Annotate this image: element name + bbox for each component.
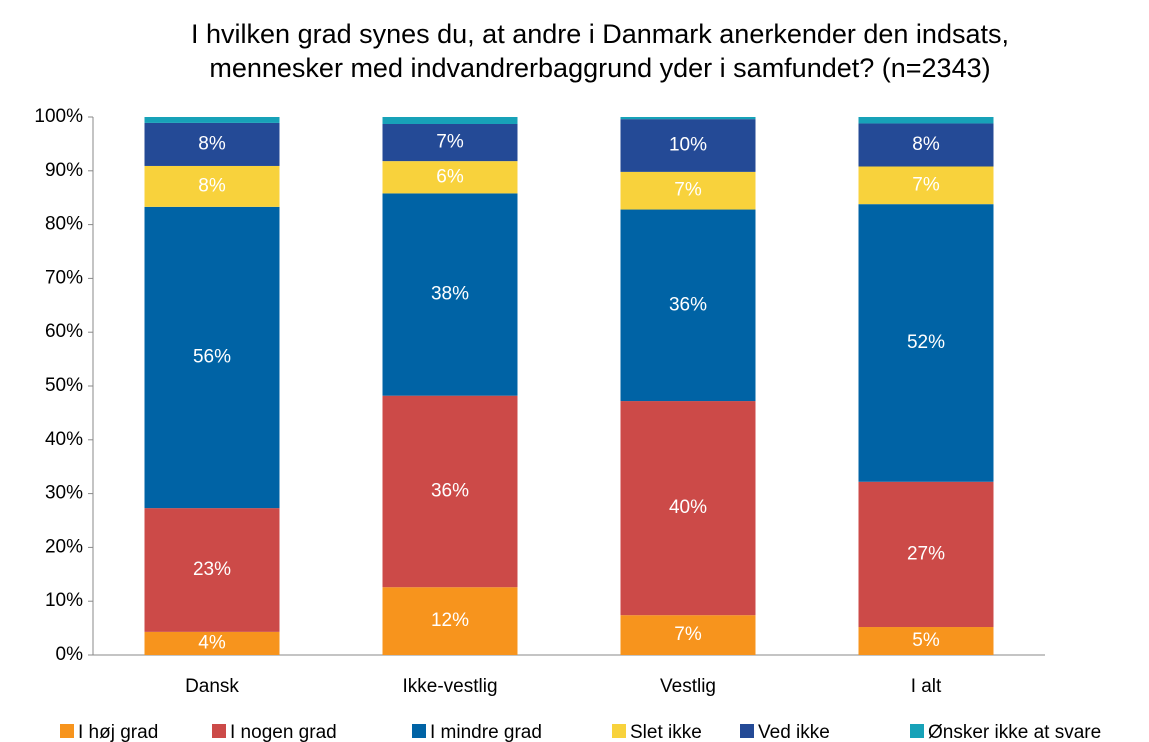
bar-segment [382,587,518,655]
data-label: 27% [907,543,945,564]
bar-segment [858,627,994,655]
bar-segment [620,171,756,210]
data-label: 12% [431,610,469,631]
legend-swatch [612,724,626,738]
data-label: 7% [674,180,702,201]
bar-segment [858,166,994,205]
legend-swatch [910,724,924,738]
bar-segment [620,615,756,655]
data-label: 7% [436,132,464,153]
bar-segment [144,206,280,509]
bar-segment [858,481,994,628]
data-label: 8% [198,133,226,154]
legend-label: Ved ikke [758,722,830,742]
y-tick-label: 0% [56,644,84,665]
bar-segment [858,204,994,482]
data-label: 38% [431,284,469,305]
y-tick-label: 90% [45,160,83,181]
legend-label: Ønsker ikke at svare [928,722,1101,742]
y-tick-label: 20% [45,536,83,557]
bar-segment [620,209,756,402]
data-label: 4% [198,632,226,653]
legend-label: Slet ikke [630,722,702,742]
data-label: 36% [431,480,469,501]
bar-segment [382,395,518,588]
bar-segment [382,193,518,396]
data-label: 56% [193,347,231,368]
data-label: 7% [912,174,940,195]
legend-swatch [60,724,74,738]
data-label: 23% [193,559,231,580]
bar-segment [382,123,518,162]
data-label: 10% [669,135,707,156]
x-tick-label: Vestlig [660,676,716,697]
data-label: 36% [669,294,707,315]
y-tick-label: 100% [34,106,83,127]
bar-segment [382,117,518,124]
data-label: 52% [907,332,945,353]
bar-segment [858,117,994,124]
bar-segment [620,119,756,172]
data-label: 6% [436,166,464,187]
legend-label: I høj grad [78,722,158,742]
bar-segment [144,122,280,166]
y-tick-label: 30% [45,483,83,504]
x-tick-label: I alt [911,676,942,697]
bar-segment [144,508,280,632]
data-label: 8% [198,175,226,196]
bar-segment [620,117,756,120]
bar-segment [144,117,280,123]
chart-title: mennesker med indvandrerbaggrund yder i … [209,53,990,83]
bar-segment [382,161,518,194]
y-tick-label: 60% [45,321,83,342]
legend-swatch [740,724,754,738]
legend-label: I nogen grad [230,722,337,742]
y-tick-label: 70% [45,267,83,288]
bar-segment [144,165,280,207]
bar-segment [858,123,994,167]
data-label: 40% [669,497,707,518]
x-tick-label: Ikke-vestlig [402,676,497,697]
y-tick-label: 80% [45,214,83,235]
y-tick-label: 40% [45,429,83,450]
y-tick-label: 50% [45,375,83,396]
legend-swatch [212,724,226,738]
data-label: 8% [912,134,940,155]
y-tick-label: 10% [45,590,83,611]
data-label: 7% [674,624,702,645]
data-label: 5% [912,630,940,651]
legend-label: I mindre grad [430,722,542,742]
x-tick-label: Dansk [185,676,239,697]
bar-segment [620,401,756,616]
legend-swatch [412,724,426,738]
chart-title: I hvilken grad synes du, at andre i Danm… [191,19,1009,49]
bar-segment [144,631,280,655]
